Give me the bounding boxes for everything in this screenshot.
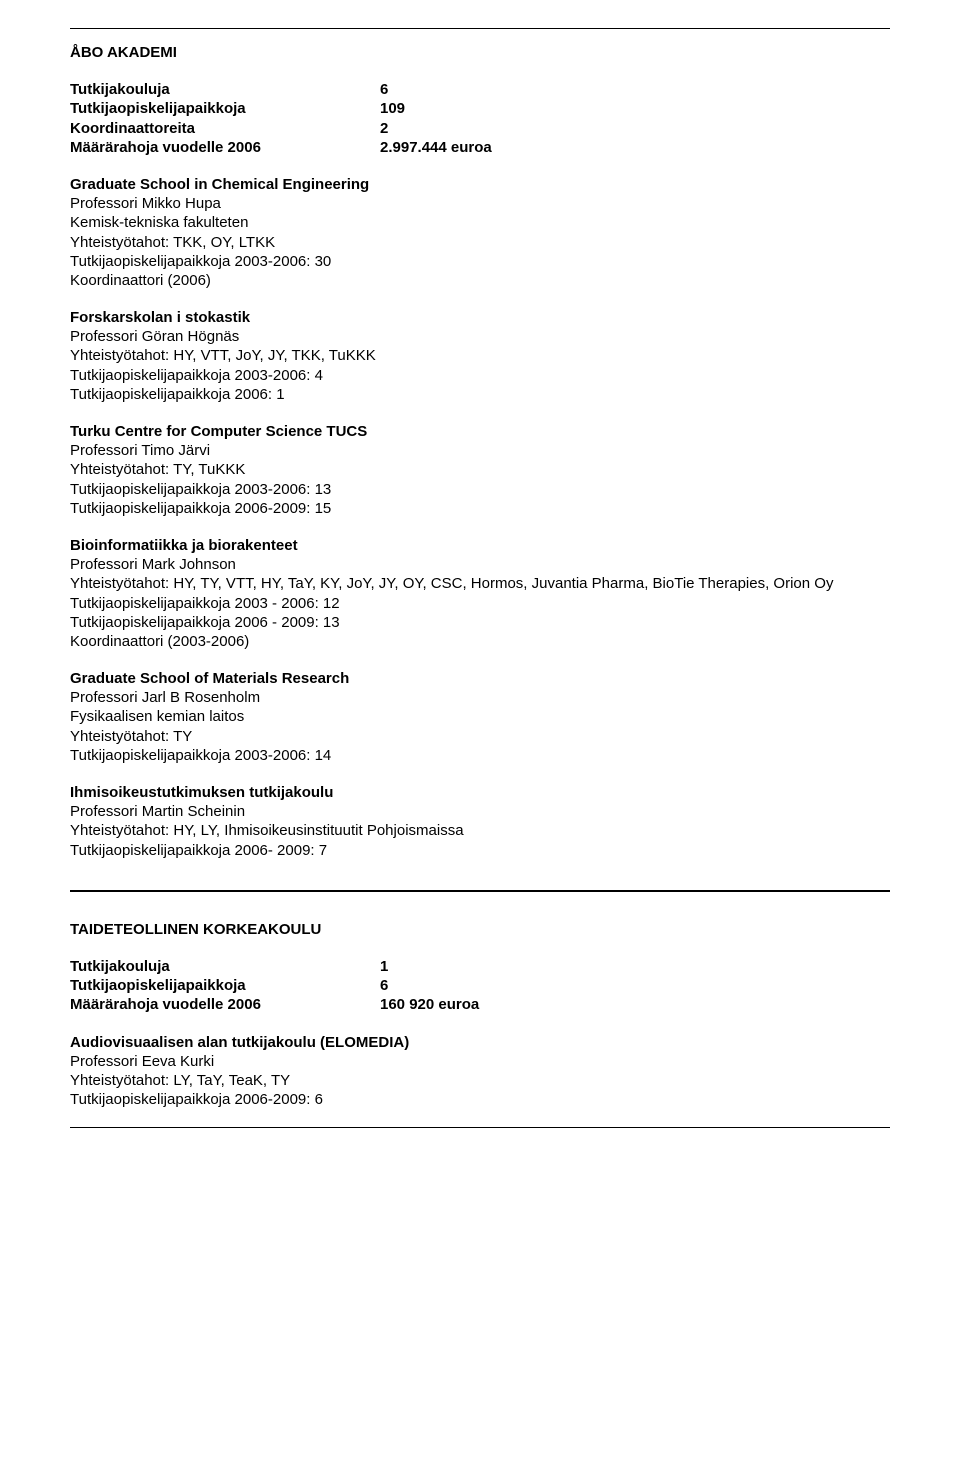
school-line: Professori Eeva Kurki xyxy=(70,1052,890,1071)
school-line: Yhteistyötahot: TY, TuKKK xyxy=(70,460,890,479)
institution-title: TAIDETEOLLINEN KORKEAKOULU xyxy=(70,921,321,938)
stat-value: 160 920 euroa xyxy=(380,995,479,1014)
school-block: Turku Centre for Computer Science TUCS P… xyxy=(70,422,890,518)
school-name: Graduate School of Materials Research xyxy=(70,669,890,688)
school-block: Audiovisuaalisen alan tutkijakoulu (ELOM… xyxy=(70,1033,890,1110)
school-name: Forskarskolan i stokastik xyxy=(70,308,890,327)
school-line: Professori Timo Järvi xyxy=(70,441,890,460)
school-line: Tutkijaopiskelijapaikkoja 2006-2009: 6 xyxy=(70,1090,890,1109)
school-line: Professori Mark Johnson xyxy=(70,555,890,574)
school-line: Koordinaattori (2003-2006) xyxy=(70,632,890,651)
school-line: Yhteistyötahot: TY xyxy=(70,727,890,746)
stat-row: Tutkijaopiskelijapaikkoja 109 xyxy=(70,99,890,118)
stat-label: Määrärahoja vuodelle 2006 xyxy=(70,138,380,157)
institution-title-block: TAIDETEOLLINEN KORKEAKOULU xyxy=(70,920,890,939)
top-divider xyxy=(70,28,890,29)
school-line: Yhteistyötahot: HY, VTT, JoY, JY, TKK, T… xyxy=(70,346,890,365)
stat-label: Tutkijaopiskelijapaikkoja xyxy=(70,976,380,995)
school-name: Ihmisoikeustutkimuksen tutkijakoulu xyxy=(70,783,890,802)
stat-row: Tutkijakouluja 6 xyxy=(70,80,890,99)
school-line: Professori Mikko Hupa xyxy=(70,194,890,213)
school-line: Tutkijaopiskelijapaikkoja 2003-2006: 4 xyxy=(70,366,890,385)
school-line: Professori Göran Högnäs xyxy=(70,327,890,346)
stat-row: Määrärahoja vuodelle 2006 160 920 euroa xyxy=(70,995,890,1014)
school-line: Professori Martin Scheinin xyxy=(70,802,890,821)
stat-row: Tutkijakouluja 1 xyxy=(70,957,890,976)
school-line: Yhteistyötahot: TKK, OY, LTKK xyxy=(70,233,890,252)
school-line: Tutkijaopiskelijapaikkoja 2006-2009: 15 xyxy=(70,499,890,518)
school-block: Graduate School in Chemical Engineering … xyxy=(70,175,890,290)
stat-value: 109 xyxy=(380,99,405,118)
school-name: Turku Centre for Computer Science TUCS xyxy=(70,422,890,441)
school-name: Audiovisuaalisen alan tutkijakoulu (ELOM… xyxy=(70,1033,890,1052)
school-line: Tutkijaopiskelijapaikkoja 2006- 2009: 7 xyxy=(70,841,890,860)
stat-label: Määrärahoja vuodelle 2006 xyxy=(70,995,380,1014)
stat-row: Koordinaattoreita 2 xyxy=(70,119,890,138)
institution-title: ÅBO AKADEMI xyxy=(70,44,177,61)
school-block: Graduate School of Materials Research Pr… xyxy=(70,669,890,765)
stat-value: 2.997.444 euroa xyxy=(380,138,492,157)
school-name: Bioinformatiikka ja biorakenteet xyxy=(70,536,890,555)
school-line: Kemisk-tekniska fakulteten xyxy=(70,213,890,232)
institution-title-block: ÅBO AKADEMI xyxy=(70,43,890,62)
stat-value: 6 xyxy=(380,80,388,99)
school-line: Tutkijaopiskelijapaikkoja 2003-2006: 14 xyxy=(70,746,890,765)
stat-value: 6 xyxy=(380,976,388,995)
school-line: Tutkijaopiskelijapaikkoja 2003 - 2006: 1… xyxy=(70,594,890,613)
school-line: Yhteistyötahot: HY, TY, VTT, HY, TaY, KY… xyxy=(70,574,890,593)
school-line: Yhteistyötahot: LY, TaY, TeaK, TY xyxy=(70,1071,890,1090)
school-block: Bioinformatiikka ja biorakenteet Profess… xyxy=(70,536,890,651)
school-block: Ihmisoikeustutkimuksen tutkijakoulu Prof… xyxy=(70,783,890,860)
stat-label: Koordinaattoreita xyxy=(70,119,380,138)
school-line: Tutkijaopiskelijapaikkoja 2003-2006: 13 xyxy=(70,480,890,499)
stat-label: Tutkijakouluja xyxy=(70,957,380,976)
bottom-divider xyxy=(70,1127,890,1128)
school-line: Fysikaalisen kemian laitos xyxy=(70,707,890,726)
school-block: Forskarskolan i stokastik Professori Gör… xyxy=(70,308,890,404)
school-line: Tutkijaopiskelijapaikkoja 2006 - 2009: 1… xyxy=(70,613,890,632)
school-line: Yhteistyötahot: HY, LY, Ihmisoikeusinsti… xyxy=(70,821,890,840)
stat-label: Tutkijaopiskelijapaikkoja xyxy=(70,99,380,118)
top-stats-block: Tutkijakouluja 6 Tutkijaopiskelijapaikko… xyxy=(70,80,890,157)
stat-label: Tutkijakouluja xyxy=(70,80,380,99)
stat-value: 1 xyxy=(380,957,388,976)
school-line: Tutkijaopiskelijapaikkoja 2006: 1 xyxy=(70,385,890,404)
school-line: Tutkijaopiskelijapaikkoja 2003-2006: 30 xyxy=(70,252,890,271)
school-name: Graduate School in Chemical Engineering xyxy=(70,175,890,194)
school-line: Professori Jarl B Rosenholm xyxy=(70,688,890,707)
stat-row: Määrärahoja vuodelle 2006 2.997.444 euro… xyxy=(70,138,890,157)
school-line: Koordinaattori (2006) xyxy=(70,271,890,290)
section-divider xyxy=(70,890,890,892)
stat-row: Tutkijaopiskelijapaikkoja 6 xyxy=(70,976,890,995)
stat-value: 2 xyxy=(380,119,388,138)
bottom-stats-block: Tutkijakouluja 1 Tutkijaopiskelijapaikko… xyxy=(70,957,890,1015)
